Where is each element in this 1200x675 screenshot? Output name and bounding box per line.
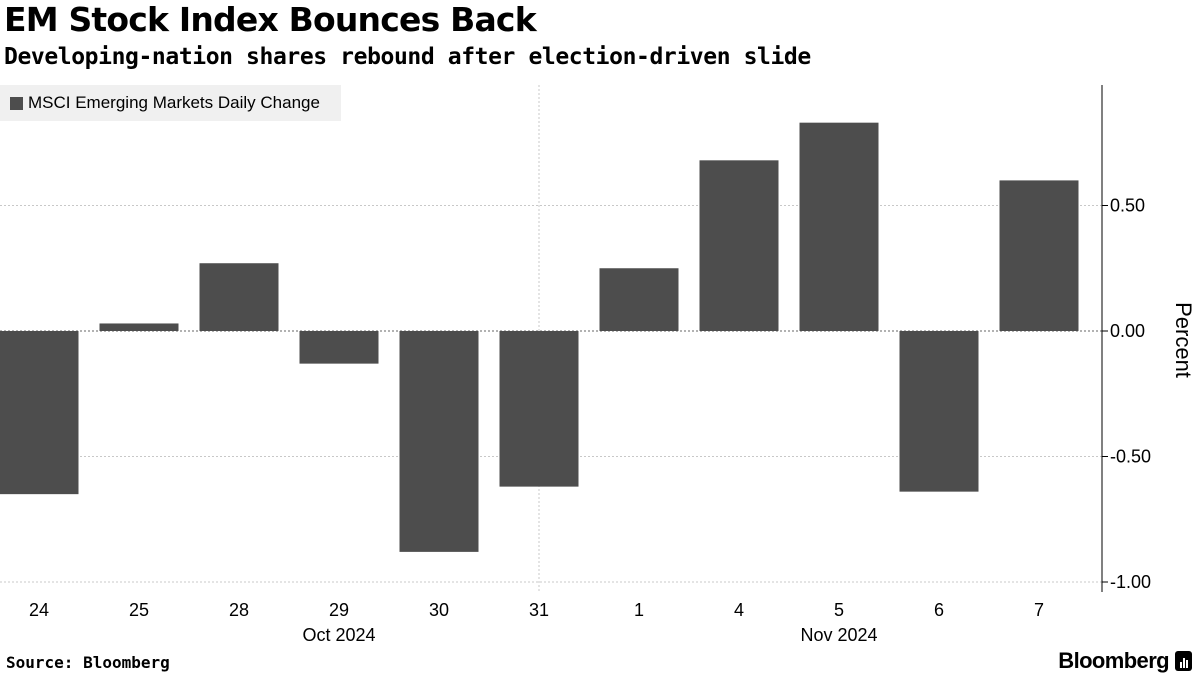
bar-4 xyxy=(699,160,779,331)
bar-28 xyxy=(199,263,279,331)
x-tick-label: 31 xyxy=(529,600,549,620)
bar-24 xyxy=(0,331,79,495)
bar-6 xyxy=(899,331,979,492)
bar-7 xyxy=(999,180,1079,331)
source-note: Source: Bloomberg xyxy=(6,653,170,672)
x-tick-label: 30 xyxy=(429,600,449,620)
bars xyxy=(0,122,1079,552)
bar-30 xyxy=(399,331,479,552)
y-axis: -1.00 -0.50 0.00 0.50 Percent xyxy=(1101,85,1196,592)
legend-label: MSCI Emerging Markets Daily Change xyxy=(28,93,320,112)
brand-logo: Bloomberg xyxy=(1058,648,1192,674)
x-tick-label: 25 xyxy=(129,600,149,620)
x-tick-label: 7 xyxy=(1034,600,1044,620)
bar-29 xyxy=(299,331,379,364)
y-axis-title: Percent xyxy=(1171,302,1196,378)
y-tick-label: -0.50 xyxy=(1110,447,1151,467)
y-tick-label: -1.00 xyxy=(1110,572,1151,592)
legend-swatch xyxy=(10,96,23,110)
x-month-label: Nov 2024 xyxy=(800,625,877,645)
x-axis-labels: 24 25 28 29 30 31 1 4 5 6 7 Oct 2024 Nov 2024 xyxy=(29,600,1044,645)
chart-title: EM Stock Index Bounces Back xyxy=(4,0,537,39)
bar-31 xyxy=(499,331,579,487)
x-tick-label: 1 xyxy=(634,600,644,620)
y-tick-label: 0.00 xyxy=(1110,321,1145,341)
y-tick-label: 0.50 xyxy=(1110,196,1145,216)
bar-25 xyxy=(99,323,179,331)
x-tick-label: 5 xyxy=(834,600,844,620)
x-tick-label: 6 xyxy=(934,600,944,620)
x-month-label: Oct 2024 xyxy=(302,625,375,645)
legend: MSCI Emerging Markets Daily Change xyxy=(0,85,341,121)
x-tick-label: 4 xyxy=(734,600,744,620)
bar-1 xyxy=(599,268,679,331)
chart-subtitle: Developing-nation shares rebound after e… xyxy=(4,44,811,70)
x-tick-label: 24 xyxy=(29,600,49,620)
bar-5 xyxy=(799,122,879,331)
brand-name: Bloomberg xyxy=(1058,648,1169,673)
x-tick-label: 28 xyxy=(229,600,249,620)
bloomberg-bars-icon xyxy=(1175,651,1192,671)
x-tick-label: 29 xyxy=(329,600,349,620)
